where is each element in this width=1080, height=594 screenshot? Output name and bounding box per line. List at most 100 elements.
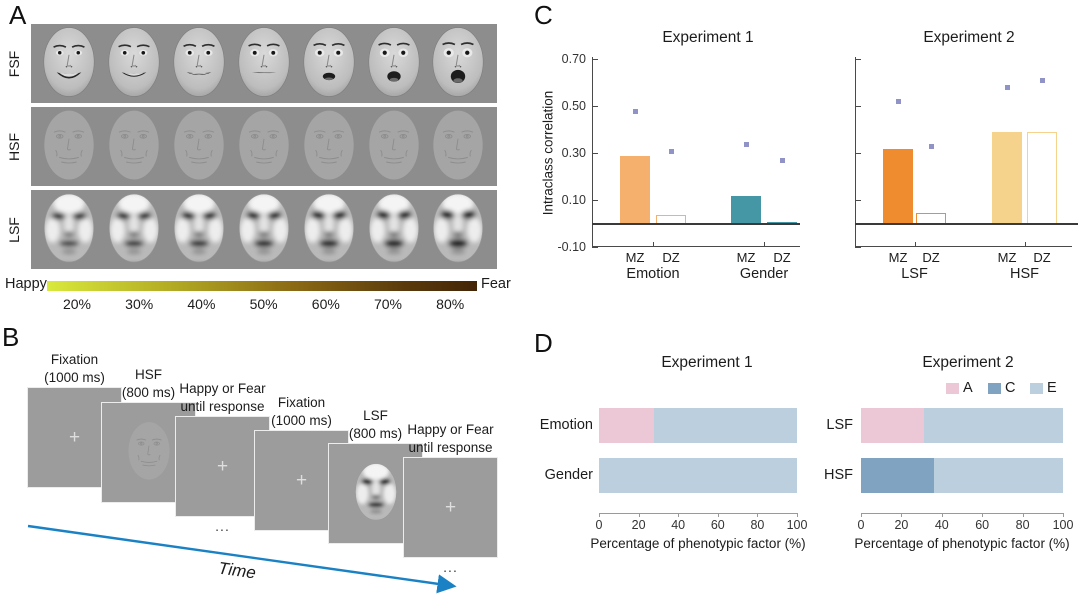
bar-lsf-mz (883, 148, 913, 224)
zygosity-label: MZ (625, 250, 645, 265)
bar-hsf-dz (1027, 132, 1057, 224)
lsf-face-image (354, 463, 397, 521)
hsf-face (171, 108, 227, 185)
hsf-face (126, 420, 172, 485)
group-tick (764, 242, 766, 247)
x-tick (678, 513, 680, 517)
lsf-face (366, 191, 422, 268)
x-tick (1022, 513, 1024, 517)
panel-d-exp1-xlabel: Percentage of phenotypic factor (%) (590, 536, 806, 551)
x-tick-label: 40 (934, 518, 949, 532)
lsf-face-image (238, 193, 289, 263)
row-label-lsf: LSF (6, 216, 22, 243)
row-label-gender: Gender (544, 466, 593, 483)
x-tick (982, 513, 984, 517)
lsf-face (353, 461, 399, 526)
fsf-face (301, 25, 357, 102)
y-tick (593, 199, 599, 202)
row-label-lsf: LSF (826, 416, 853, 433)
fixation-cross: + (216, 456, 229, 477)
frame-label: Fixation (1000 ms) (271, 394, 332, 429)
lsf-face-image (303, 193, 354, 263)
legend-swatch-c (988, 383, 1001, 394)
bar-gender-mz (731, 195, 761, 224)
fsf-face (106, 25, 162, 102)
hsf-face (106, 108, 162, 185)
fsf-face (236, 25, 292, 102)
ellipsis-marker: ... (443, 559, 458, 575)
y-tick (593, 246, 599, 249)
frame-label: Happy or Fear until response (179, 380, 265, 415)
segment-lsf-a (861, 408, 924, 443)
x-tick (941, 513, 943, 517)
x-axis (855, 246, 1072, 248)
frame-label-line2: (800 ms) (348, 425, 403, 441)
fsf-face (41, 25, 97, 102)
colorbar-right-label: Fear (481, 276, 511, 292)
frame-label: LSF (800 ms) (349, 407, 402, 442)
hsf-face (301, 108, 357, 185)
y-axis (855, 57, 857, 248)
zygosity-label: DZ (662, 250, 680, 265)
legend-swatch-e (1030, 383, 1043, 394)
frame-label-line1: Fixation (277, 395, 326, 410)
y-tick-label: -0.10 (557, 240, 587, 254)
segment-emotion-e (654, 408, 797, 443)
panel-d-label: D (534, 328, 553, 358)
frame-label: Fixation (1000 ms) (44, 351, 105, 386)
x-tick-label: 80 (750, 518, 765, 532)
group-tick (914, 242, 916, 247)
frame-label-line2: (1000 ms) (271, 412, 332, 428)
panel-d-exp2-xlabel: Percentage of phenotypic factor (%) (854, 536, 1070, 551)
x-tick (861, 513, 862, 517)
x-tick (638, 513, 640, 517)
x-tick-label: 0 (857, 518, 865, 532)
zero-line (855, 223, 1078, 225)
lsf-face-image (174, 193, 225, 263)
x-tick (797, 513, 798, 517)
x-tick-label: 40 (671, 518, 686, 532)
lsf-face (106, 191, 162, 268)
lsf-face (236, 191, 292, 268)
x-tick (1063, 513, 1064, 517)
falconer-point-lsf-dz (928, 143, 934, 149)
hsf-face-image (368, 110, 419, 180)
x-tick-label: 100 (1052, 518, 1074, 532)
panel-c-exp1-title: Experiment 1 (662, 29, 754, 46)
falconer-point-emotion-dz (668, 148, 674, 154)
zygosity-label: MZ (888, 250, 908, 265)
bar-gender-dz (767, 222, 797, 224)
row-label-hsf: HSF (824, 466, 853, 483)
frame-label-line1: Happy or Fear (407, 422, 494, 437)
frame-label-line1: Happy or Fear (179, 381, 266, 396)
lsf-face (41, 191, 97, 268)
colorbar-tick-label: 80% (436, 296, 465, 312)
y-tick (856, 105, 862, 108)
falconer-point-hsf-mz (1004, 85, 1010, 91)
lsf-face (301, 191, 357, 268)
group-label: Emotion (626, 266, 680, 282)
x-tick (599, 513, 600, 517)
x-tick-label: 0 (595, 518, 603, 532)
group-tick (1024, 242, 1026, 247)
fsf-face-image (43, 27, 95, 97)
x-tick-label: 60 (975, 518, 990, 532)
fixation-cross: + (68, 427, 81, 448)
x-axis (861, 513, 1063, 514)
row-label-hsf: HSF (6, 132, 22, 161)
face-row-fsf (31, 24, 497, 103)
legend-swatch-a (946, 383, 959, 394)
stimulus-frame-6: + (403, 457, 498, 558)
y-tick-label: 0.30 (561, 146, 586, 160)
fsf-face-image (238, 27, 290, 97)
segment-gender-e (599, 458, 797, 493)
x-tick-label: 100 (786, 518, 808, 532)
x-tick (757, 513, 759, 517)
y-tick (856, 58, 862, 61)
hsf-face-image (239, 110, 289, 180)
y-tick (856, 199, 862, 202)
lsf-face (171, 191, 227, 268)
falconer-point-hsf-dz (1039, 78, 1045, 84)
frame-label: HSF (800 ms) (122, 366, 175, 401)
